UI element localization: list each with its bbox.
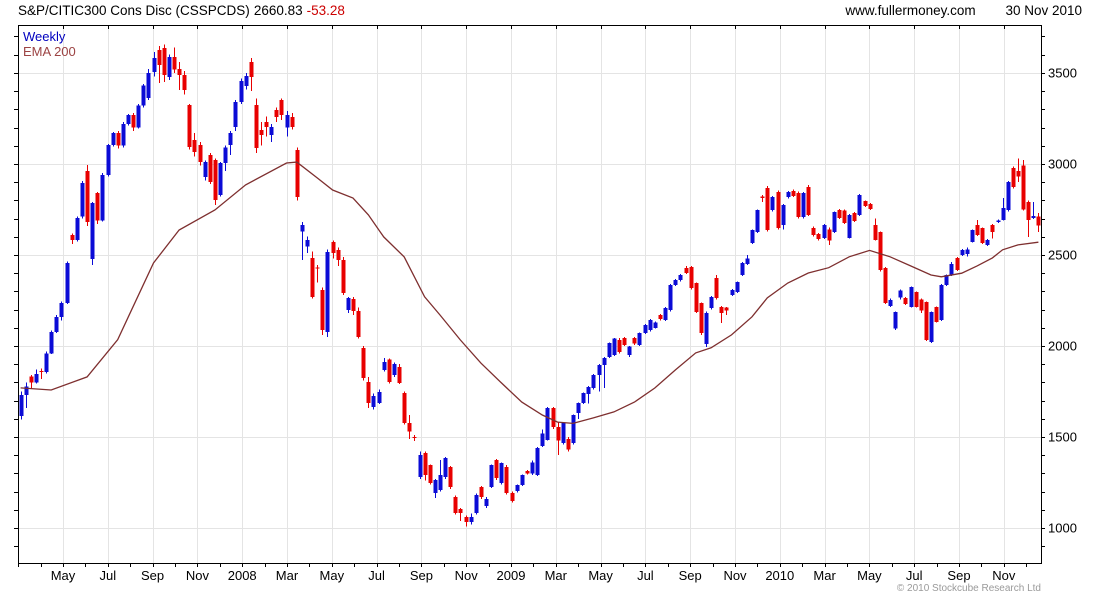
- svg-text:2008: 2008: [228, 568, 257, 583]
- svg-text:Mar: Mar: [276, 568, 299, 583]
- svg-text:Nov: Nov: [186, 568, 210, 583]
- last-price: 2660.83: [253, 3, 303, 18]
- svg-text:2000: 2000: [1048, 339, 1077, 354]
- svg-text:May: May: [857, 568, 882, 583]
- site-link[interactable]: www.fullermoney.com: [845, 3, 976, 18]
- legend: Weekly EMA 200: [23, 29, 76, 59]
- svg-text:2500: 2500: [1048, 247, 1077, 262]
- chart-title: S&P/CITIC300 Cons Disc (CSSPCDS) 2660.83-…: [18, 3, 349, 18]
- svg-text:3500: 3500: [1048, 65, 1077, 80]
- svg-text:2009: 2009: [497, 568, 526, 583]
- svg-text:Sep: Sep: [141, 568, 164, 583]
- svg-text:3000: 3000: [1048, 156, 1077, 171]
- svg-text:Sep: Sep: [679, 568, 702, 583]
- svg-text:Sep: Sep: [410, 568, 433, 583]
- legend-ema-label: EMA 200: [23, 44, 76, 59]
- svg-text:Nov: Nov: [455, 568, 479, 583]
- svg-text:Nov: Nov: [723, 568, 747, 583]
- svg-text:1500: 1500: [1048, 430, 1077, 445]
- title-right: www.fullermoney.com 30 Nov 2010: [819, 3, 1082, 18]
- legend-weekly-label: Weekly: [23, 29, 66, 44]
- svg-text:Sep: Sep: [947, 568, 970, 583]
- price-change: -53.28: [306, 3, 345, 18]
- svg-text:Mar: Mar: [813, 568, 836, 583]
- title-bar: S&P/CITIC300 Cons Disc (CSSPCDS) 2660.83-…: [18, 3, 1082, 18]
- svg-text:1000: 1000: [1048, 521, 1077, 536]
- svg-text:Mar: Mar: [545, 568, 568, 583]
- svg-text:May: May: [51, 568, 76, 583]
- svg-text:May: May: [320, 568, 345, 583]
- svg-text:Nov: Nov: [992, 568, 1016, 583]
- copyright: © 2010 Stockcube Research Ltd: [896, 583, 1041, 594]
- svg-text:Jul: Jul: [637, 568, 654, 583]
- svg-text:Jul: Jul: [368, 568, 385, 583]
- svg-text:Jul: Jul: [906, 568, 923, 583]
- chart-date: 30 Nov 2010: [1005, 3, 1082, 18]
- svg-text:2010: 2010: [765, 568, 794, 583]
- instrument-name: S&P/CITIC300 Cons Disc (CSSPCDS): [18, 3, 250, 18]
- svg-text:Jul: Jul: [99, 568, 116, 583]
- svg-text:May: May: [588, 568, 613, 583]
